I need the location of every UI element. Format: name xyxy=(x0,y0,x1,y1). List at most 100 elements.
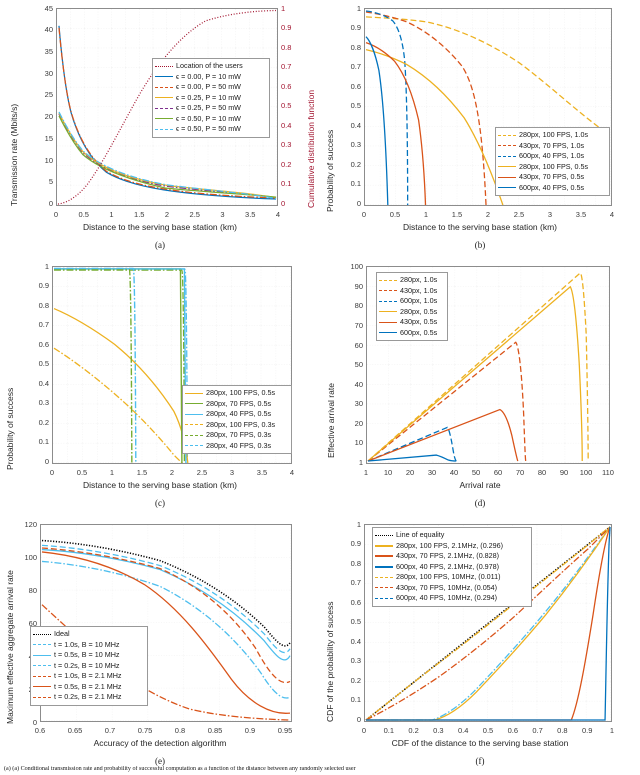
ytick: 40 xyxy=(44,25,53,34)
xtick: 0.4 xyxy=(457,726,469,735)
legend-item: 280px, 40 FPS, 0.5s xyxy=(185,409,288,420)
panel-b-ylabel-left: Probability of success xyxy=(325,129,335,212)
legend-item: Location of the users xyxy=(155,61,266,72)
ytick-right: 0.4 xyxy=(281,121,292,130)
panel-a-xlabel: Distance to the serving base station (km… xyxy=(82,222,237,232)
xtick: 0 xyxy=(53,210,59,219)
legend-item: 430px, 1.0s xyxy=(379,286,444,297)
xtick: 0.6 xyxy=(34,726,46,735)
xtick: 10 xyxy=(383,468,393,477)
legend-label: 430px, 70 FPS, 10MHz, (0.054) xyxy=(396,582,498,592)
xtick: 3 xyxy=(220,210,225,219)
xtick: 1.5 xyxy=(451,210,463,219)
legend-item: 280px, 70 FPS, 0.5s xyxy=(185,399,288,410)
legend-swatch-line-icon xyxy=(185,424,203,426)
legend-item: 280px, 100 FPS, 0.5s xyxy=(185,388,288,399)
panel-f-legend: Line of equality 280px, 100 FPS, 2.1MHz,… xyxy=(372,527,532,607)
panel-c-ylabel-left: Probability of success xyxy=(5,387,15,470)
ytick: 15 xyxy=(44,134,53,143)
xtick: 3 xyxy=(547,210,553,219)
panel-a-legend: Location of the users ϵ = 0.00, P = 10 m… xyxy=(152,58,270,138)
xtick: 1 xyxy=(609,726,615,735)
legend-swatch-line-icon xyxy=(379,300,397,302)
legend-item: 280px, 100 FPS, 0.3s xyxy=(185,420,288,431)
xtick: 70 xyxy=(515,468,525,477)
ytick: 0.5 xyxy=(350,101,361,110)
legend-swatch-line-icon xyxy=(155,76,173,78)
legend-swatch-line-icon xyxy=(498,145,516,147)
ytick: 0.6 xyxy=(38,340,49,349)
legend-swatch-line-icon xyxy=(185,413,203,415)
ytick-right: 0.9 xyxy=(281,23,292,32)
panel-a: Transmission rate (Mbits/s) Cumulative d… xyxy=(0,0,320,258)
ytick-right: 0.8 xyxy=(281,43,292,52)
panel-d: Effective arrival rate Arrival rate (d) … xyxy=(320,258,640,516)
legend-label: 430px, 70 FPS, 1.0s xyxy=(519,140,585,150)
xtick: 0.75 xyxy=(137,726,153,735)
ytick: 30 xyxy=(354,399,363,408)
ytick-right: 0.6 xyxy=(281,82,292,91)
xtick: 0.5 xyxy=(389,210,401,219)
legend-swatch-line-icon xyxy=(375,576,393,578)
legend-label: ϵ = 0.50, P = 10 mW xyxy=(176,113,241,123)
legend-item: 600px, 40 FPS, 10MHz, (0.294) xyxy=(375,593,528,604)
ytick: 0.1 xyxy=(350,695,361,704)
xtick: 4 xyxy=(275,210,281,219)
legend-item: ϵ = 0.50, P = 50 mW xyxy=(155,124,266,135)
ytick: 0.9 xyxy=(350,23,361,32)
xtick: 2.5 xyxy=(513,210,525,219)
panel-b: Probability of success Distance to the s… xyxy=(320,0,640,258)
legend-swatch-line-icon xyxy=(498,134,516,136)
xtick: 0 xyxy=(361,726,367,735)
panel-f: CDF of the probability of sucess CDF of … xyxy=(320,516,640,774)
legend-label: 280px, 0.5s xyxy=(400,306,438,316)
legend-item: 280px, 70 FPS, 0.3s xyxy=(185,430,288,441)
legend-label: ϵ = 0.25, P = 50 mW xyxy=(176,103,241,112)
legend-item: 430px, 0.5s xyxy=(379,317,444,328)
ytick: 90 xyxy=(354,282,363,291)
ytick-right: 0.5 xyxy=(281,101,292,110)
ytick: 0.1 xyxy=(38,437,49,446)
ytick: 0.8 xyxy=(350,43,361,52)
xtick: 0.3 xyxy=(433,726,444,735)
xtick: 20 xyxy=(405,468,415,477)
legend-label: 600px, 40 FPS, 2.1MHz, (0.978) xyxy=(396,561,500,571)
legend-item: 280px, 0.5s xyxy=(379,307,444,318)
legend-swatch-line-icon xyxy=(375,587,393,589)
legend-swatch-line-icon xyxy=(155,86,173,88)
xtick: 60 xyxy=(493,468,503,477)
legend-item: 280px, 100 FPS, 1.0s xyxy=(498,130,606,141)
legend-item: Ideal xyxy=(33,629,144,640)
legend-swatch-line-icon xyxy=(155,107,173,109)
legend-swatch-line-icon xyxy=(33,696,51,698)
legend-swatch-line-icon xyxy=(379,311,397,313)
xtick: 4 xyxy=(289,468,295,477)
legend-item: t = 0.2s, B = 2.1 MHz xyxy=(33,692,144,703)
legend-label: 430px, 1.0s xyxy=(400,285,438,295)
legend-item: 430px, 70 FPS, 10MHz, (0.054) xyxy=(375,583,528,594)
xtick: 0 xyxy=(361,210,367,219)
ytick: 25 xyxy=(44,90,53,99)
legend-item: 280px, 40 FPS, 0.3s xyxy=(185,441,288,452)
ytick: 35 xyxy=(44,47,53,56)
ytick: 0.9 xyxy=(350,539,361,548)
legend-item: ϵ = 0.25, P = 10 mW xyxy=(155,93,266,104)
ytick: 0 xyxy=(356,715,361,724)
legend-item: 280px, 100 FPS, 2.1MHz, (0.296) xyxy=(375,541,528,552)
ytick-right: 0 xyxy=(281,199,286,208)
legend-swatch-line-icon xyxy=(375,597,393,599)
legend-label: 600px, 40 FPS, 10MHz, (0.294) xyxy=(396,593,498,602)
legend-swatch-line-icon xyxy=(33,633,51,635)
legend-item: 600px, 1.0s xyxy=(379,296,444,307)
ytick: 60 xyxy=(28,619,37,628)
ytick-right: 0.1 xyxy=(281,179,292,188)
xtick: 30 xyxy=(427,468,437,477)
xtick: 2 xyxy=(164,210,170,219)
legend-label: 430px, 70 FPS, 2.1MHz, (0.828) xyxy=(396,551,500,560)
legend-swatch-line-icon xyxy=(498,176,516,178)
ytick: 50 xyxy=(354,360,363,369)
ytick: 30 xyxy=(44,69,53,78)
legend-item: ϵ = 0.50, P = 10 mW xyxy=(155,114,266,125)
ytick: 80 xyxy=(28,586,37,595)
ytick: 0.8 xyxy=(350,559,361,568)
